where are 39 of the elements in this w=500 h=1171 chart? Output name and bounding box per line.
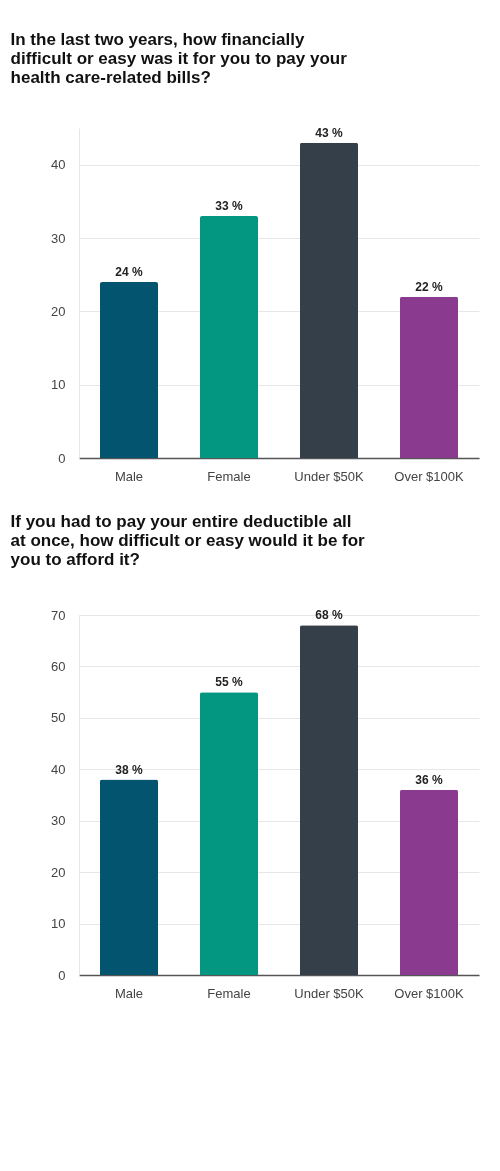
bar (200, 692, 258, 975)
x-tick-label: Male (114, 985, 144, 1001)
data-label: 22 % (415, 279, 443, 294)
bar (100, 282, 158, 458)
bar (300, 625, 358, 975)
bar (400, 789, 458, 975)
x-tick-label: Over $100K (394, 468, 465, 484)
x-tick-label: Female (207, 468, 251, 484)
x-tick-label: Female (207, 985, 251, 1001)
y-tick-label: 50 (51, 710, 66, 726)
data-label: 68 % (315, 608, 343, 623)
y-tick-label: 10 (51, 377, 66, 393)
data-label: 43 % (315, 125, 343, 140)
chart-title: If you had to pay your entire deductible all at once, how difficult or easy would it be for you to afford it? (10, 512, 366, 569)
y-tick-label: 60 (51, 658, 66, 674)
y-tick-label: 0 (58, 450, 66, 466)
y-tick-label: 30 (51, 813, 66, 829)
bar (400, 296, 458, 458)
y-tick-label: 0 (58, 967, 66, 983)
bar (200, 216, 258, 458)
chart-title: In the last two years, how financially difficult or easy was it for you to pay your health care-related bills? (10, 29, 348, 87)
y-tick-label: 20 (51, 864, 66, 880)
x-tick-label: Under $50K (294, 468, 365, 484)
x-tick-label: Over $100K (394, 985, 465, 1001)
x-tick-label: Male (114, 468, 144, 484)
data-label: 38 % (115, 762, 143, 777)
y-tick-label: 10 (51, 916, 66, 932)
data-label: 55 % (215, 675, 243, 690)
y-tick-label: 30 (51, 230, 66, 246)
data-label: 24 % (115, 265, 143, 279)
y-tick-label: 40 (51, 761, 66, 777)
bar (300, 142, 358, 458)
data-label: 33 % (215, 199, 243, 213)
y-tick-label: 70 (51, 607, 66, 623)
data-label: 36 % (415, 772, 443, 787)
bar (100, 779, 158, 975)
x-tick-label: Under $50K (294, 985, 365, 1001)
y-tick-label: 20 (51, 303, 66, 319)
y-tick-label: 40 (51, 157, 66, 173)
